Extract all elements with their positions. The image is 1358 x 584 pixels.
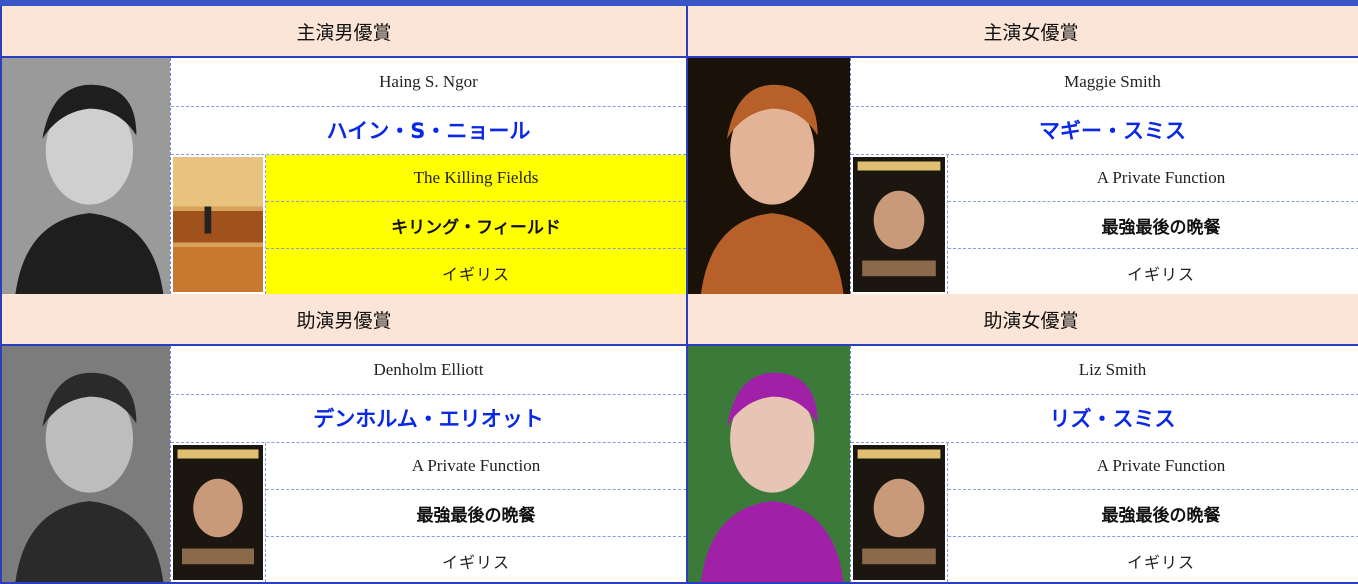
- actor-name-en: Liz Smith: [851, 346, 1358, 395]
- film-country: イギリス: [266, 249, 686, 294]
- actor-photo: [688, 58, 851, 294]
- actor-name-en: Maggie Smith: [851, 58, 1358, 107]
- actor-photo: [688, 346, 851, 582]
- film-country: イギリス: [441, 552, 510, 572]
- actor-name-en: Denholm Elliott: [171, 346, 686, 395]
- film-poster: [171, 443, 266, 582]
- award-cell: 助演女優賞 Liz Smith リズ・スミス A Private Function 最強…: [686, 294, 1358, 584]
- film-poster: [171, 155, 266, 294]
- film-title-en[interactable]: A Private Function: [266, 443, 686, 490]
- film-title-ja: 最強最後の晩餐: [948, 202, 1358, 249]
- actor-photo: [2, 346, 171, 582]
- film-country: イギリス: [1126, 264, 1195, 284]
- film-title-ja: キリング・フィールド: [266, 202, 686, 249]
- award-category: 助演男優賞: [2, 294, 686, 346]
- award-cell: 主演男優賞 Haing S. Ngor ハイン・S・ニョール The Killing …: [0, 6, 688, 296]
- actor-photo: [2, 58, 171, 294]
- award-category: 主演女優賞: [688, 6, 1358, 58]
- film-title-ja: 最強最後の晩餐: [266, 490, 686, 537]
- actor-name-ja[interactable]: マギー・スミス: [851, 107, 1358, 155]
- award-cell: 主演女優賞 Maggie Smith マギー・スミス A Private Functi…: [686, 6, 1358, 296]
- film-title-en[interactable]: The Killing Fields: [266, 155, 686, 202]
- film-title-en[interactable]: A Private Function: [948, 443, 1358, 490]
- award-cell: 助演男優賞 Denholm Elliott デンホルム・エリオット A Private…: [0, 294, 688, 584]
- award-category: 助演女優賞: [688, 294, 1358, 346]
- film-title-ja: 最強最後の晩餐: [948, 490, 1358, 537]
- award-category: 主演男優賞: [2, 6, 686, 58]
- top-bar: [0, 0, 1358, 6]
- actor-name-ja[interactable]: ハイン・S・ニョール: [171, 107, 686, 155]
- film-country: イギリス: [1126, 552, 1195, 572]
- film-poster: [851, 155, 948, 294]
- film-poster: [851, 443, 948, 582]
- actor-name-en: Haing S. Ngor: [171, 58, 686, 107]
- film-title-en[interactable]: A Private Function: [948, 155, 1358, 202]
- actor-name-ja[interactable]: デンホルム・エリオット: [171, 395, 686, 443]
- actor-name-ja[interactable]: リズ・スミス: [851, 395, 1358, 443]
